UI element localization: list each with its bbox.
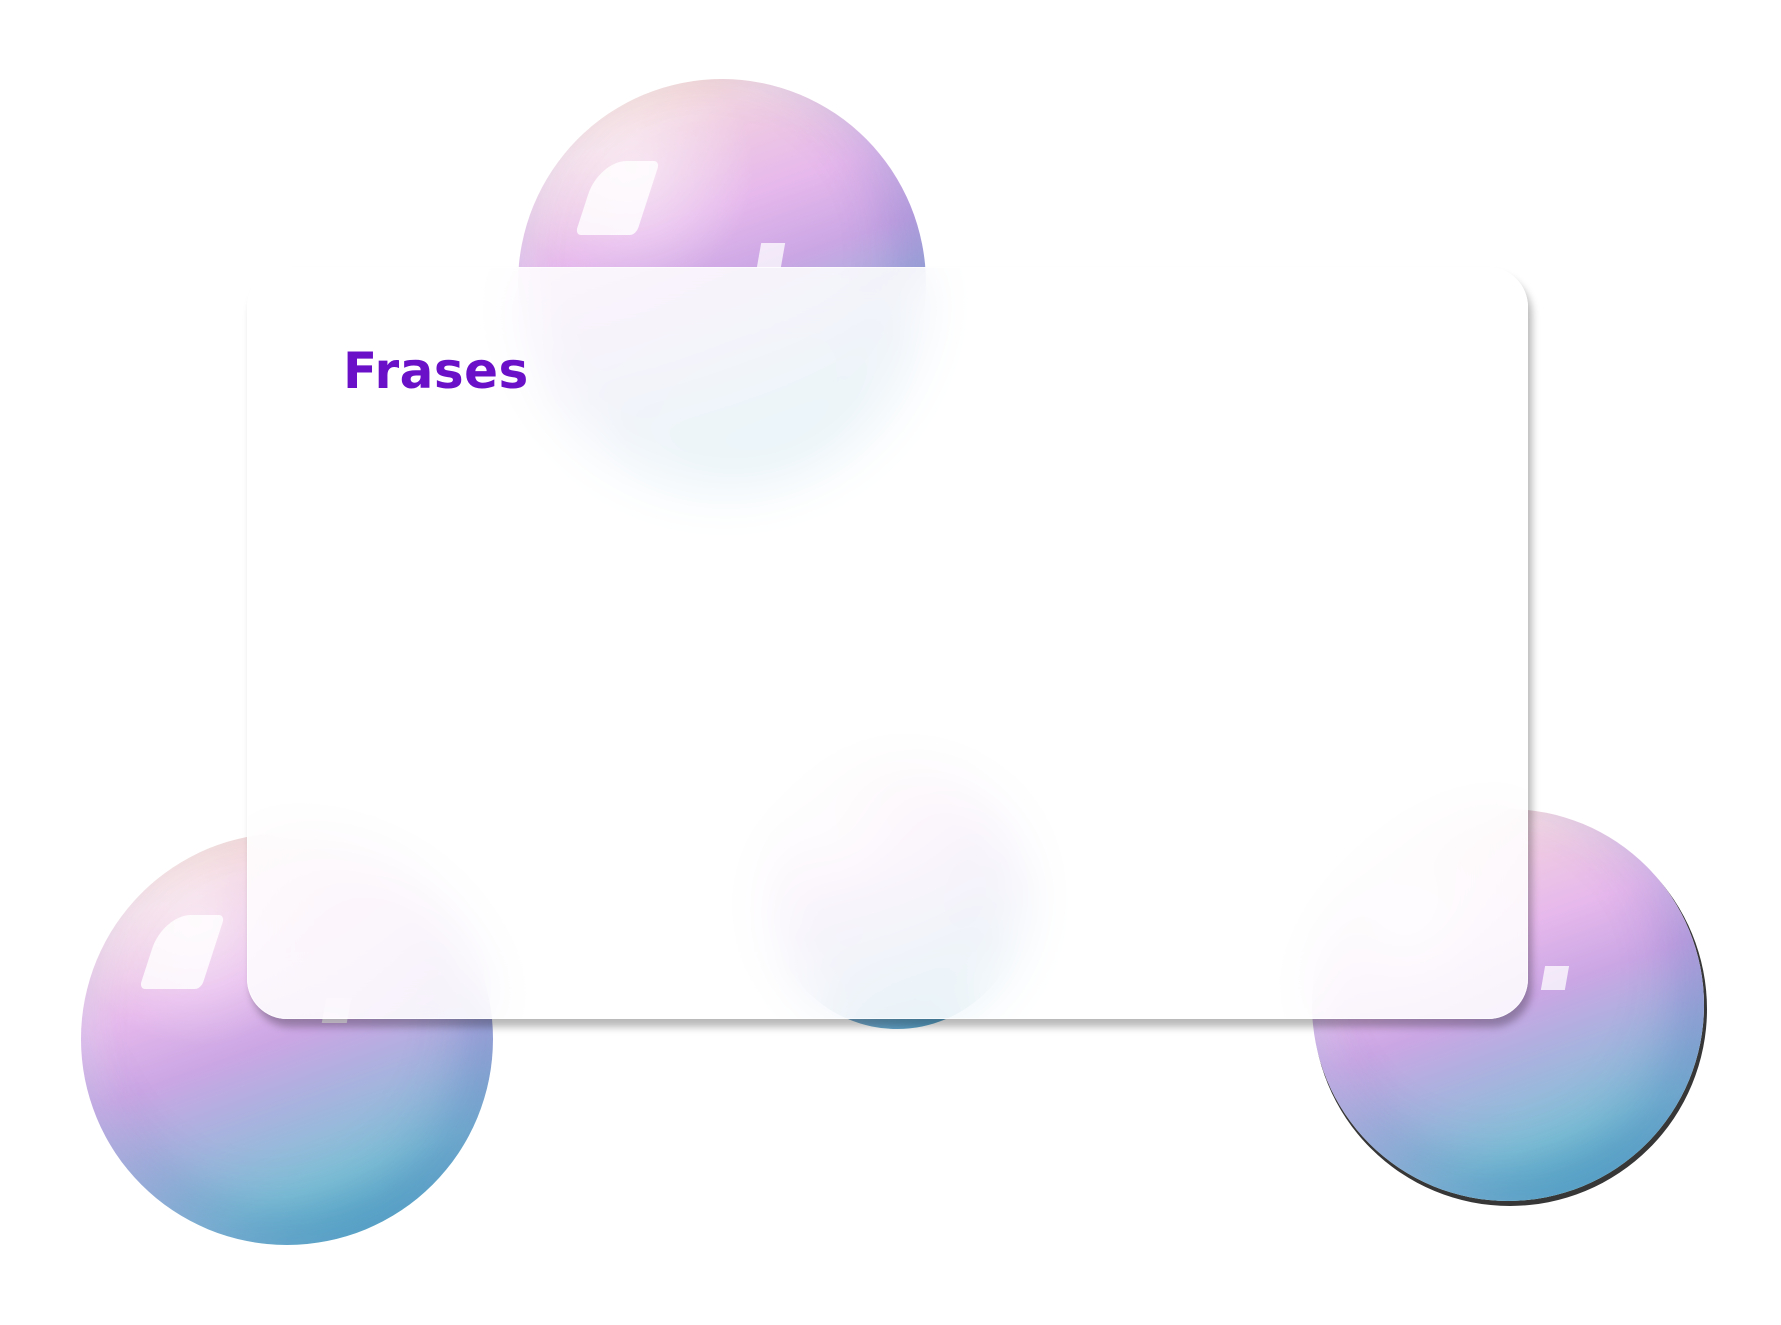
card-title: Frases bbox=[343, 342, 529, 400]
glass-card: Frases bbox=[247, 267, 1528, 1019]
